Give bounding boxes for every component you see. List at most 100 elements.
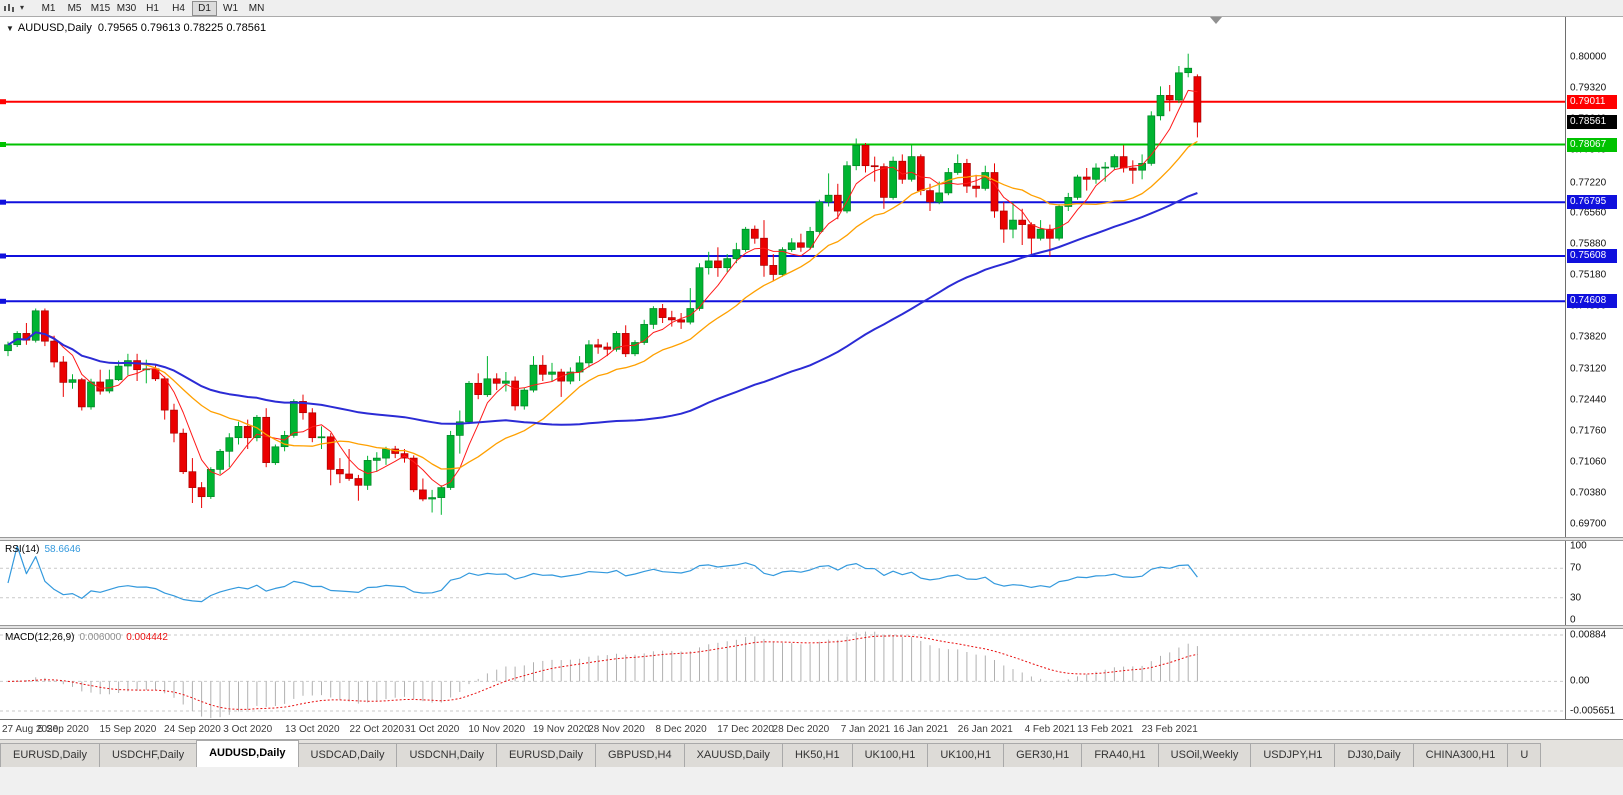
rsi-indicator-label: RSI(14) 58.6646 — [5, 544, 81, 555]
chart-tab-eurusd-daily[interactable]: EURUSD,Daily — [0, 743, 100, 767]
rsi-name: RSI(14) — [5, 544, 40, 555]
date-axis-label: 5 Sep 2020 — [37, 724, 89, 735]
rsi-line — [7, 545, 1198, 603]
rsi-indicator-panel: 100 70 30 0 RSI(14) 58.6646 — [0, 541, 1623, 625]
macd-signal-value: 0.004442 — [126, 632, 168, 643]
chart-tab-usdcnh-daily[interactable]: USDCNH,Daily — [396, 743, 498, 767]
price-scale[interactable]: 0.800000.793200.786400.779400.772200.765… — [1567, 17, 1623, 537]
price-scale-label: 0.75180 — [1570, 269, 1607, 281]
price-scale-label: 0.73120 — [1570, 363, 1607, 375]
chart-tab-hk50-h1[interactable]: HK50,H1 — [781, 743, 853, 767]
date-axis-label: 16 Jan 2021 — [893, 724, 949, 735]
price-scale-label: 0.73820 — [1570, 331, 1607, 343]
date-axis-label: 17 Dec 2020 — [717, 724, 774, 735]
date-axis-label: 3 Oct 2020 — [223, 724, 273, 735]
chart-tab-eurusd-daily[interactable]: EURUSD,Daily — [496, 743, 596, 767]
rsi-scale[interactable]: 100 70 30 0 — [1567, 541, 1623, 625]
chart-tab-usdjpy-h1[interactable]: USDJPY,H1 — [1250, 743, 1336, 767]
chart-tab-usoil-weekly[interactable]: USOil,Weekly — [1157, 743, 1252, 767]
chart-tab-ger30-h1[interactable]: GER30,H1 — [1003, 743, 1083, 767]
chart-tab-usdchf-daily[interactable]: USDCHF,Daily — [98, 743, 198, 767]
date-axis-label: 10 Nov 2020 — [468, 724, 526, 735]
chart-tab-dj30-daily[interactable]: DJ30,Daily — [1334, 743, 1414, 767]
price-scale-label: 0.75880 — [1570, 238, 1607, 250]
chart-tab-xauusd-daily[interactable]: XAUUSD,Daily — [683, 743, 783, 767]
macd-scale-label: -0.005651 — [1570, 705, 1616, 717]
rsi-value: 58.6646 — [44, 544, 81, 555]
date-axis-label: 4 Feb 2021 — [1024, 724, 1076, 735]
date-axis-label: 22 Oct 2020 — [349, 724, 405, 735]
dropdown-arrow-icon[interactable]: ▾ — [20, 3, 25, 12]
main-chart-panel: 0.800000.793200.786400.779400.772200.765… — [0, 17, 1623, 537]
hline-price-tag[interactable]: 0.76795 — [1567, 195, 1617, 210]
date-axis-label: 8 Dec 2020 — [655, 724, 707, 735]
chart-icon[interactable] — [3, 2, 18, 14]
price-scale-label: 0.72440 — [1570, 394, 1607, 406]
macd-name: MACD(12,26,9) — [5, 632, 75, 643]
date-axis[interactable]: 27 Aug 2020 5 Sep 2020 15 Sep 2020 24 Sep 2… — [0, 719, 1623, 739]
window-bottom-area — [0, 767, 1623, 795]
chart-tab-uk100-h1[interactable]: UK100,H1 — [851, 743, 929, 767]
chart-tab-usdcad-daily[interactable]: USDCAD,Daily — [297, 743, 398, 767]
price-scale-label: 0.71760 — [1570, 425, 1607, 436]
rsi-scale-label: 100 — [1570, 541, 1587, 552]
date-axis-label: 15 Sep 2020 — [99, 724, 157, 735]
date-axis-label: 13 Feb 2021 — [1077, 724, 1134, 735]
chart-tab-bar: EURUSD,Daily USDCHF,Daily AUDUSD,Daily USDC… — [0, 739, 1623, 767]
rsi-scale-label: 30 — [1570, 592, 1582, 604]
date-axis-label: 28 Dec 2020 — [772, 724, 830, 735]
macd-panel-area[interactable] — [0, 629, 1566, 719]
price-scale-label: 0.71060 — [1570, 456, 1607, 468]
timeframe-button-w1[interactable]: W1 — [223, 2, 239, 14]
date-axis-label: 13 Oct 2020 — [285, 724, 340, 735]
price-scale-label: 0.76560 — [1570, 207, 1607, 219]
timeframe-button-h4[interactable]: H4 — [172, 2, 185, 14]
date-axis-label: 19 Nov 2020 — [532, 724, 590, 735]
rsi-scale-label: 0 — [1570, 614, 1576, 626]
chart-ohlc-values: 0.79565 0.79613 0.78225 0.78561 — [97, 22, 267, 34]
timeframe-button-mn[interactable]: MN — [248, 2, 265, 14]
collapse-triangle-icon[interactable]: ▼ — [6, 24, 14, 33]
hline-price-tag[interactable]: 0.78067 — [1567, 137, 1617, 152]
timeframe-button-m5[interactable]: M5 — [67, 2, 82, 14]
hline-price-tag[interactable]: 0.74608 — [1567, 294, 1617, 309]
date-axis-label: 7 Jan 2021 — [840, 724, 891, 735]
panel-divider-rsi[interactable] — [0, 537, 1623, 541]
timeframe-button-m1[interactable]: M1 — [41, 2, 56, 14]
macd-histogram — [16, 631, 1198, 719]
macd-indicator-panel: 0.00884 0.00 -0.005651 MACD(12,26,9) 0.0060… — [0, 629, 1623, 719]
timeframe-button-m15[interactable]: M15 — [90, 2, 111, 14]
macd-signal-line — [7, 635, 1198, 710]
macd-main-value: 0.006000 — [79, 632, 122, 643]
moving-average-lines — [7, 89, 1198, 487]
hline-price-tag[interactable]: 0.79011 — [1567, 94, 1617, 109]
main-chart-area[interactable] — [0, 17, 1566, 537]
chart-tab-china300-h1[interactable]: CHINA300,H1 — [1412, 743, 1509, 767]
chart-tab-fra40-h1[interactable]: FRA40,H1 — [1081, 743, 1159, 767]
panel-divider-macd[interactable] — [0, 625, 1623, 629]
timeframe-button-m30[interactable]: M30 — [116, 2, 137, 14]
price-scale-label: 0.70380 — [1570, 487, 1607, 499]
rsi-panel-area[interactable] — [0, 541, 1566, 625]
date-axis-label: 27 Aug 2020 — [2, 724, 59, 735]
macd-indicator-label: MACD(12,26,9) 0.006000 0.004442 — [5, 632, 168, 643]
timeframe-button-d1[interactable]: D1 — [192, 0, 218, 16]
price-scale-label: 0.80000 — [1570, 51, 1607, 63]
chart-title-bar: ▼ AUDUSD,Daily 0.79565 0.79613 0.78225 0.7… — [6, 22, 266, 34]
chart-tab-u[interactable]: U — [1507, 743, 1542, 767]
chart-tab-uk100-h1[interactable]: UK100,H1 — [927, 743, 1005, 767]
date-axis-label: 31 Oct 2020 — [404, 724, 460, 735]
timeframe-toolbar: M1 M5 M15 M30 H1 H4 D1 W1 MN — [36, 0, 270, 16]
hline-price-tag[interactable]: 0.75608 — [1567, 249, 1617, 263]
chart-tab-audusd-daily[interactable]: AUDUSD,Daily — [196, 740, 299, 767]
chart-symbol-title: AUDUSD,Daily — [17, 22, 92, 34]
timeframe-button-h1[interactable]: H1 — [146, 2, 159, 14]
chart-toolbar: ▾ M1 M5 M15 M30 H1 H4 D1 W1 MN — [0, 0, 1623, 17]
chart-tab-gbpusd-h4[interactable]: GBPUSD,H4 — [595, 743, 685, 767]
chart-shift-marker — [1210, 17, 1222, 24]
macd-scale-label: 0.00 — [1570, 675, 1590, 687]
date-axis-label: 23 Feb 2021 — [1141, 724, 1198, 735]
macd-scale-label: 0.00884 — [1570, 629, 1607, 641]
macd-scale[interactable]: 0.00884 0.00 -0.005651 — [1567, 629, 1623, 719]
